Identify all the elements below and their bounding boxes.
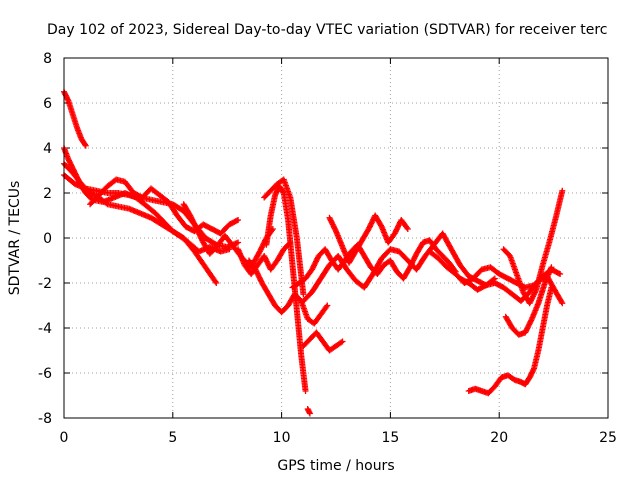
- data-point: [377, 222, 384, 229]
- data-point: [257, 275, 264, 282]
- data-point: [527, 297, 534, 304]
- y-tick-label: 4: [43, 141, 52, 157]
- y-tick-label: -6: [38, 366, 52, 382]
- x-tick-label: 5: [168, 430, 177, 446]
- series-track-k: [289, 237, 459, 291]
- data-point: [327, 216, 334, 223]
- x-axis-label: GPS time / hours: [277, 458, 394, 474]
- data-point: [531, 290, 538, 297]
- data-point: [548, 284, 555, 291]
- chart-title: Day 102 of 2023, Sidereal Day-to-day VTE…: [47, 22, 607, 38]
- data-point: [331, 225, 338, 232]
- data-point: [328, 218, 335, 225]
- data-point: [257, 247, 264, 254]
- y-tick-labels: -8 -6 -4 -2 0 2 4 6 8: [38, 51, 52, 427]
- series-track-s: [502, 264, 555, 338]
- series-track-i: [261, 176, 307, 298]
- data-point: [286, 240, 293, 247]
- y-tick-label: 6: [43, 96, 52, 112]
- data-point: [198, 236, 205, 243]
- data-point: [548, 264, 555, 271]
- series-track-m: [326, 212, 411, 266]
- data-point: [366, 224, 373, 231]
- y-tick-label: -8: [38, 411, 52, 427]
- data-points: [61, 88, 566, 417]
- data-point: [395, 222, 402, 229]
- data-point: [258, 244, 265, 251]
- data-point: [306, 410, 313, 417]
- series-track-j: [235, 239, 294, 277]
- data-point: [302, 388, 309, 394]
- data-point: [558, 299, 565, 305]
- series-track-n: [300, 329, 346, 354]
- series-track-r: [500, 187, 566, 307]
- data-point: [411, 254, 418, 261]
- series-track-e: [87, 176, 242, 237]
- data-point: [192, 223, 199, 230]
- series-track-o: [304, 406, 313, 417]
- data-point: [82, 142, 89, 149]
- data-point: [523, 326, 530, 333]
- data-point: [194, 227, 201, 234]
- data-point: [330, 222, 337, 229]
- y-tick-label: 2: [43, 186, 52, 202]
- x-tick-label: 10: [273, 430, 291, 446]
- data-point: [559, 300, 566, 307]
- data-point: [339, 338, 346, 345]
- data-point: [338, 339, 345, 346]
- data-point: [369, 217, 376, 224]
- data-point: [559, 187, 566, 194]
- data-point: [213, 280, 220, 286]
- data-point: [526, 320, 533, 327]
- data-point: [287, 239, 294, 246]
- data-point: [189, 216, 196, 223]
- x-tick-label: 25: [599, 430, 617, 446]
- x-tick-label: 0: [60, 430, 69, 446]
- series-track-g: [245, 257, 331, 327]
- x-tick-label: 20: [490, 430, 508, 446]
- data-point: [195, 230, 202, 237]
- data-point: [103, 200, 110, 207]
- y-tick-label: 8: [43, 51, 52, 67]
- data-point: [310, 263, 317, 270]
- data-point: [313, 257, 320, 264]
- x-tick-label: 15: [381, 430, 399, 446]
- data-point: [187, 213, 194, 220]
- data-point: [235, 217, 242, 223]
- data-point: [82, 141, 89, 148]
- y-axis-label: SDTVAR / TECUs: [7, 181, 23, 296]
- data-point: [197, 234, 204, 241]
- y-tick-label: 0: [43, 231, 52, 247]
- series-track-t: [465, 284, 555, 397]
- data-point: [557, 271, 564, 277]
- plot-frame: [63, 57, 609, 419]
- data-point: [300, 291, 307, 298]
- y-tick-label: -2: [38, 276, 52, 292]
- y-tick-label: -4: [38, 321, 52, 337]
- series-track-l: [300, 230, 498, 304]
- data-point: [412, 253, 419, 260]
- data-point: [323, 303, 330, 310]
- data-point: [403, 224, 410, 231]
- x-tick-labels: 0 5 10 15 20 25: [60, 430, 617, 446]
- data-point: [392, 229, 399, 236]
- data-point: [324, 302, 331, 309]
- data-point: [212, 278, 219, 285]
- data-point: [235, 239, 242, 246]
- data-point: [367, 221, 374, 228]
- data-point: [262, 255, 269, 262]
- data-point: [393, 226, 400, 233]
- series-track-d: [61, 172, 242, 250]
- data-point: [404, 226, 411, 232]
- data-point: [191, 220, 198, 227]
- series-track-a: [61, 88, 89, 149]
